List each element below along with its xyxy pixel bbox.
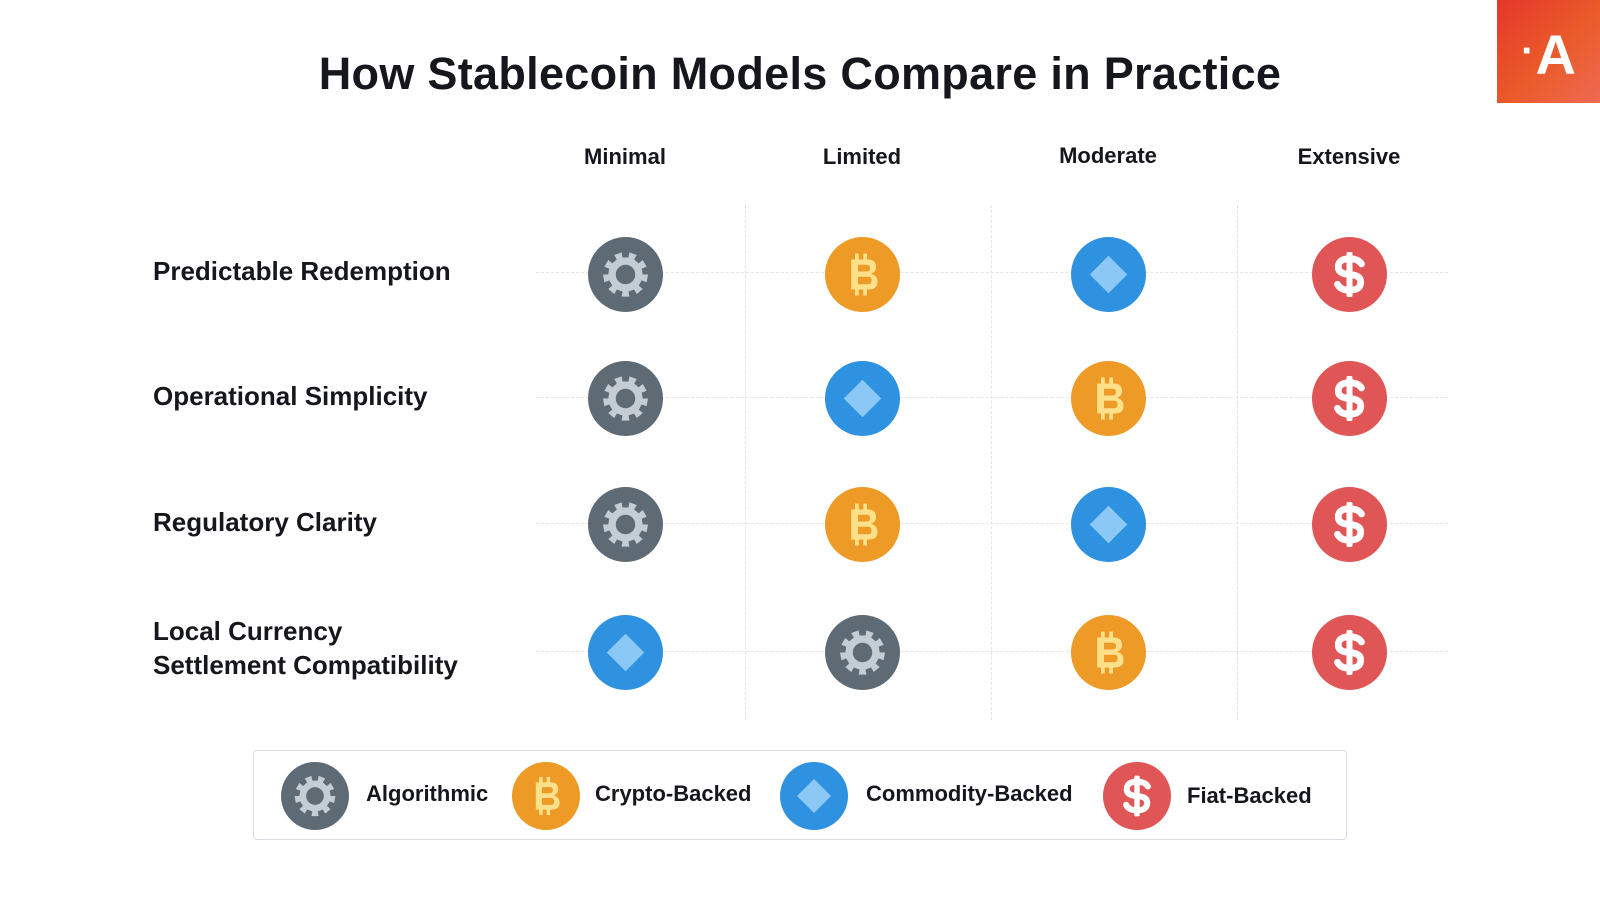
diamond-icon [588,615,663,690]
row-label-predictable-redemption: Predictable Redemption [153,256,451,286]
row-label-operational-simplicity: Operational Simplicity [153,381,428,411]
dollar-icon [1312,237,1387,312]
gear-icon [281,762,349,830]
row-guide [536,397,1448,398]
row-guide [536,651,1448,652]
column-divider [991,205,992,720]
column-divider [745,205,746,720]
row-guide [536,272,1448,273]
bitcoin-icon [825,237,900,312]
column-header-moderate: Moderate [1059,143,1157,168]
legend-label-algorithmic: Algorithmic [366,781,489,806]
bitcoin-icon [825,487,900,562]
legend-label-commodity: Commodity-Backed [866,781,1073,806]
dollar-icon [1312,361,1387,436]
column-header-minimal: Minimal [584,144,666,169]
row-label-local-currency: Local Currency Settlement Compatibility [153,616,458,680]
bitcoin-icon [512,762,580,830]
legend-label-fiat: Fiat-Backed [1187,783,1312,808]
dollar-icon [1312,615,1387,690]
gear-icon [588,237,663,312]
logo-letter: A [1535,23,1576,86]
column-divider [1237,205,1238,720]
logo-dot: · [1521,29,1535,73]
diamond-icon [825,361,900,436]
dollar-icon [1103,762,1171,830]
page-title: How Stablecoin Models Compare in Practic… [318,48,1282,99]
row-guide [536,523,1448,524]
bitcoin-icon [1071,361,1146,436]
column-header-extensive: Extensive [1297,144,1401,169]
dollar-icon [1312,487,1387,562]
gear-icon [825,615,900,690]
legend-label-crypto: Crypto-Backed [595,781,752,806]
diamond-icon [1071,487,1146,562]
row-label-regulatory-clarity: Regulatory Clarity [153,507,377,537]
column-header-limited: Limited [822,144,902,169]
diamond-icon [780,762,848,830]
diamond-icon [1071,237,1146,312]
brand-logo: ·A [1497,0,1600,103]
bitcoin-icon [1071,615,1146,690]
gear-icon [588,361,663,436]
legend: Algorithmic Crypto-Backed Commodity-Back… [253,750,1347,840]
gear-icon [588,487,663,562]
